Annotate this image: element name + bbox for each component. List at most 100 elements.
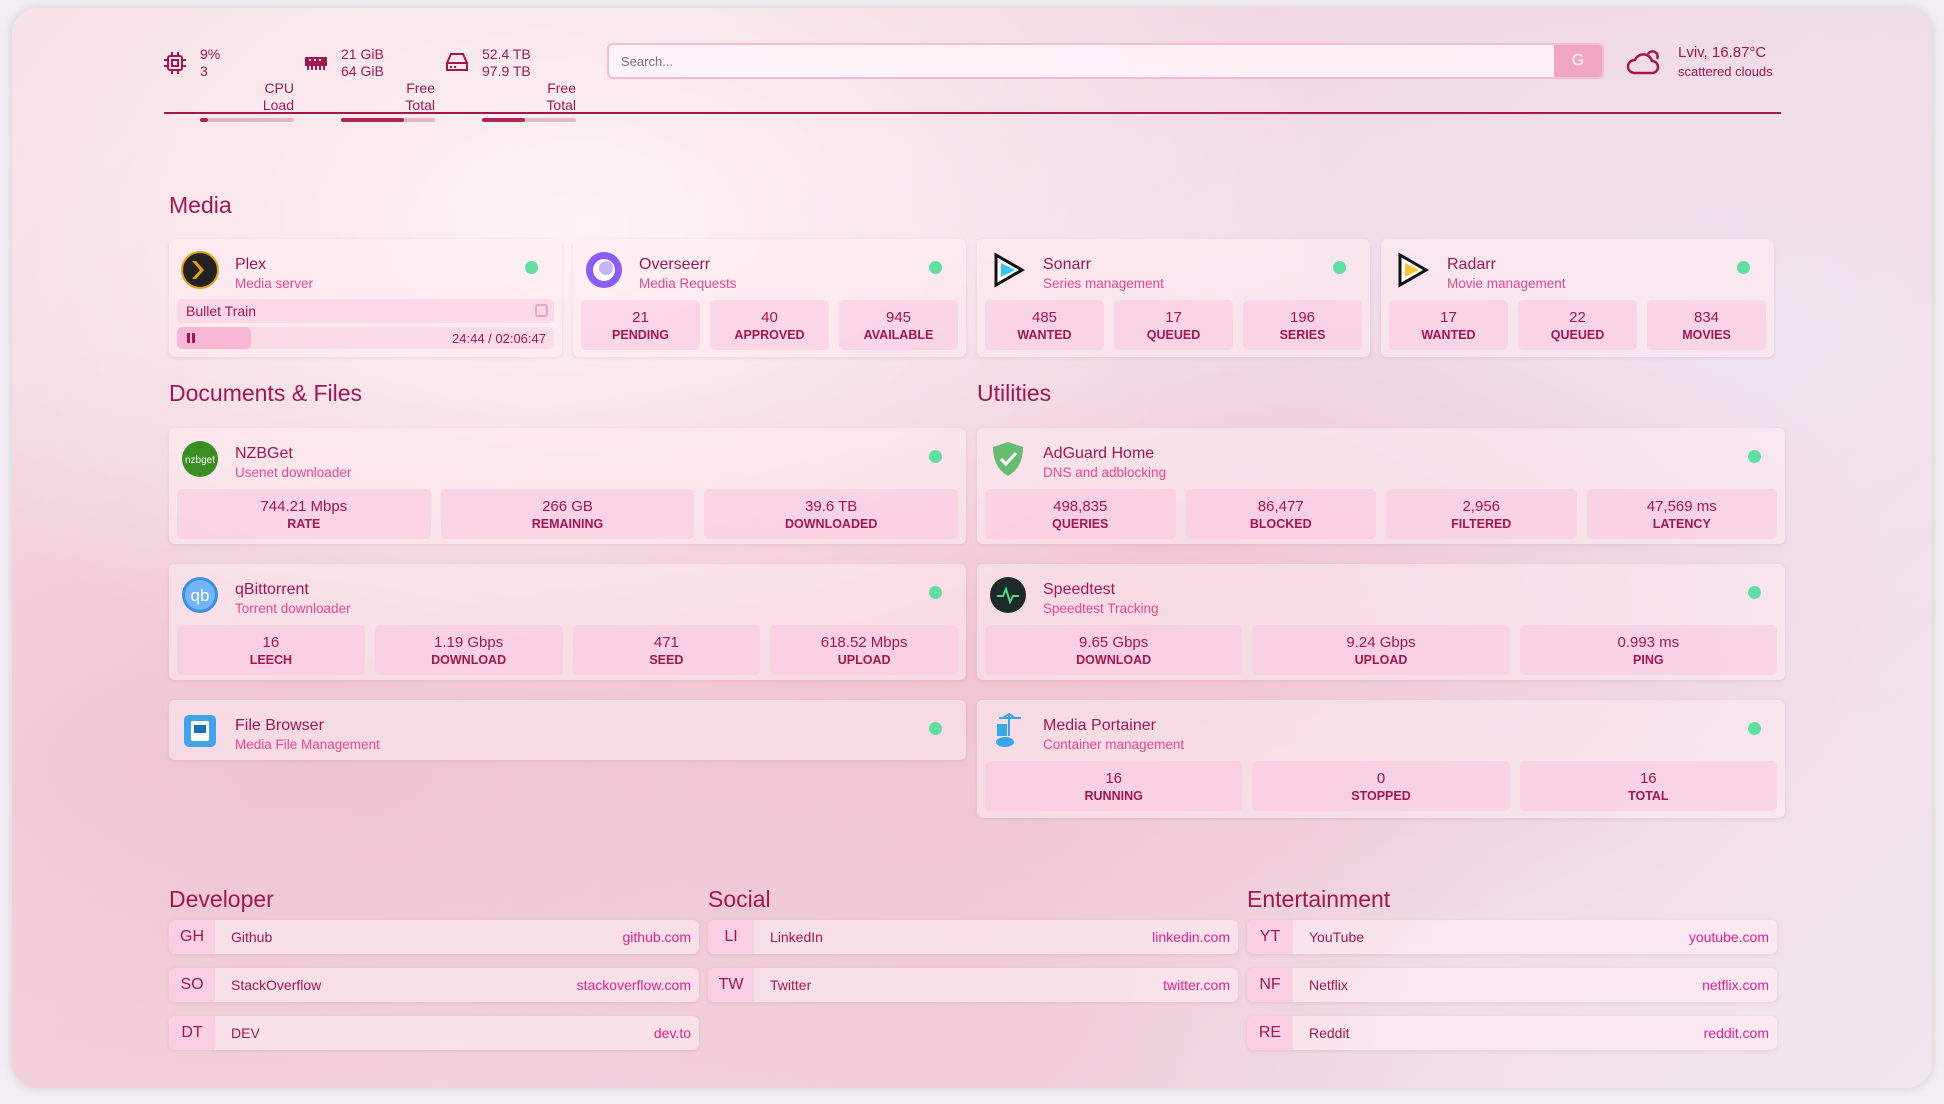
bookmark-abbr: NF: [1247, 968, 1293, 1002]
stat-stopped: 0 STOPPED: [1252, 761, 1510, 811]
status-indicator: [1737, 261, 1750, 274]
service-name[interactable]: Sonarr: [1043, 256, 1092, 273]
service-name[interactable]: Speedtest: [1043, 581, 1116, 598]
section-title-utilities: Utilities: [977, 380, 1052, 406]
bookmark-dev[interactable]: DT DEV dev.to: [169, 1016, 699, 1050]
playback-progress-fill: [177, 327, 251, 349]
service-description: Media server: [235, 276, 314, 291]
stat-queries: 498,835 QUERIES: [985, 489, 1176, 539]
service-name[interactable]: File Browser: [235, 717, 324, 734]
stat-value: 17: [1165, 308, 1182, 326]
stat-value: 9.65 Gbps: [1079, 633, 1149, 651]
bookmark-twitter[interactable]: TW Twitter twitter.com: [708, 968, 1238, 1002]
stat-available: 945 AVAILABLE: [839, 300, 958, 350]
bookmark-url[interactable]: netflix.com: [1702, 977, 1769, 993]
service-name[interactable]: Media Portainer: [1043, 717, 1156, 734]
service-name[interactable]: Plex: [235, 256, 267, 273]
stat-value: 16: [1105, 769, 1122, 787]
stat-value: 196: [1289, 308, 1316, 326]
bookmark-url[interactable]: dev.to: [653, 1025, 691, 1041]
service-description: Media Requests: [639, 276, 737, 291]
bookmark-url[interactable]: youtube.com: [1688, 929, 1769, 945]
stat-blocked: 86,477 BLOCKED: [1185, 489, 1376, 539]
stat-label: BLOCKED: [1249, 516, 1312, 531]
service-card-adguard-home[interactable]: AdGuard Home DNS and adblocking 498,835 QUE…: [977, 428, 1785, 544]
service-stats: 9.65 Gbps DOWNLOAD 9.24 Gbps UPLOAD 0.993 ms…: [985, 625, 1777, 675]
bookmark-url[interactable]: reddit.com: [1703, 1025, 1769, 1041]
service-name[interactable]: NZBGet: [235, 445, 293, 462]
stat-ping: 0.993 ms PING: [1519, 625, 1777, 675]
bookmark-youtube[interactable]: YT YouTube youtube.com: [1247, 920, 1777, 954]
service-card-nzbget[interactable]: nzbget NZBGet Usenet downloader 744.21 Mbps…: [169, 428, 966, 544]
bookmark-abbr: DT: [169, 1016, 215, 1050]
stat-label: LEECH: [249, 652, 293, 667]
service-card-file-browser[interactable]: File Browser Media File Management: [169, 700, 966, 760]
bookmark-name[interactable]: StackOverflow: [231, 977, 322, 993]
stat-label: SEED: [649, 652, 684, 667]
bookmark-reddit[interactable]: RE Reddit reddit.com: [1247, 1016, 1777, 1050]
service-card-media-portainer[interactable]: Media Portainer Container management 16 RUN…: [977, 700, 1785, 818]
service-description: DNS and adblocking: [1043, 465, 1167, 480]
stat-value: 0.993 ms: [1617, 633, 1680, 651]
bookmark-name[interactable]: DEV: [231, 1025, 260, 1041]
search-provider-button[interactable]: G: [1554, 45, 1602, 77]
service-description: Torrent downloader: [235, 601, 351, 616]
search-input[interactable]: [609, 45, 1554, 77]
bookmark-url[interactable]: linkedin.com: [1152, 929, 1230, 945]
stat-total: 16 TOTAL: [1519, 761, 1777, 811]
bookmark-url[interactable]: github.com: [622, 929, 691, 945]
memory-bar: [341, 118, 435, 122]
service-card-sonarr[interactable]: Sonarr Series management 485 WANTED 17 QUEUED…: [977, 239, 1370, 357]
service-stats: 485 WANTED 17 QUEUED 196 SERIES: [985, 300, 1362, 350]
stat-latency: 47,569 ms LATENCY: [1586, 489, 1777, 539]
stat-value: 40: [761, 308, 778, 326]
section-title-media: Media: [169, 192, 232, 218]
service-name[interactable]: Radarr: [1447, 256, 1496, 273]
stat-label: WANTED: [1421, 327, 1476, 342]
stat-label: WANTED: [1017, 327, 1072, 342]
service-card-speedtest[interactable]: Speedtest Speedtest Tracking 9.65 Gbps DOWN…: [977, 564, 1785, 680]
bookmark-url[interactable]: stackoverflow.com: [576, 977, 691, 993]
bookmark-github[interactable]: GH Github github.com: [169, 920, 699, 954]
stat-value: 2,956: [1462, 497, 1501, 515]
stat-label: RUNNING: [1084, 788, 1143, 803]
bookmark-abbr: TW: [708, 968, 754, 1002]
stat-value: 485: [1031, 308, 1058, 326]
bookmark-name[interactable]: Netflix: [1309, 977, 1348, 993]
service-card-overseerr[interactable]: Overseerr Media Requests 21 PENDING 40 APPROV…: [573, 239, 966, 357]
bookmark-group-title: Developer: [169, 886, 274, 912]
bookmark-netflix[interactable]: NF Netflix netflix.com: [1247, 968, 1777, 1002]
bookmark-name[interactable]: Reddit: [1309, 1025, 1350, 1041]
cloud-icon: [1626, 50, 1660, 75]
service-stats: 498,835 QUERIES 86,477 BLOCKED 2,956 FILTERED…: [985, 489, 1777, 539]
stat-queued: 22 QUEUED: [1518, 300, 1637, 350]
playback-progress-bar[interactable]: 24:44 / 02:06:47: [177, 327, 554, 349]
pause-icon[interactable]: [187, 333, 195, 343]
bookmark-name[interactable]: LinkedIn: [770, 929, 823, 945]
status-indicator: [929, 261, 942, 274]
bookmark-url[interactable]: twitter.com: [1163, 977, 1230, 993]
bookmark-name[interactable]: Github: [231, 929, 273, 945]
stat-downloaded: 39.6 TB DOWNLOADED: [704, 489, 959, 539]
service-stats: 16 LEECH 1.19 Gbps DOWNLOAD 471 SEED 618.52 Mb…: [177, 625, 958, 675]
status-indicator: [1748, 450, 1761, 463]
weather-description: scattered clouds: [1678, 64, 1773, 79]
cpu-value: 9%: [200, 46, 221, 62]
service-name[interactable]: AdGuard Home: [1043, 445, 1155, 462]
stat-label: QUEUED: [1550, 327, 1605, 342]
stat-seed: 471 SEED: [572, 625, 761, 675]
service-name[interactable]: qBittorrent: [235, 581, 309, 598]
bookmark-name[interactable]: YouTube: [1309, 929, 1365, 945]
stat-value: 9.24 Gbps: [1346, 633, 1416, 651]
service-description: Media File Management: [235, 737, 380, 752]
service-name[interactable]: Overseerr: [639, 256, 711, 273]
stat-running: 16 RUNNING: [985, 761, 1243, 811]
service-card-radarr[interactable]: Radarr Movie management 17 WANTED 22 QUEUED 83…: [1381, 239, 1774, 357]
service-card-qbittorrent[interactable]: qb qBittorrent Torrent downloader 16 LEECH 1.…: [169, 564, 966, 680]
bookmark-linkedin[interactable]: LI LinkedIn linkedin.com: [708, 920, 1238, 954]
bookmark-stackoverflow[interactable]: SO StackOverflow stackoverflow.com: [169, 968, 699, 1002]
service-description: Movie management: [1447, 276, 1566, 291]
bookmark-name[interactable]: Twitter: [770, 977, 812, 993]
memory-free-label: Free: [406, 80, 435, 96]
service-card-plex[interactable]: Plex Media server Bullet Train 24:44 / 02:0…: [169, 239, 562, 357]
